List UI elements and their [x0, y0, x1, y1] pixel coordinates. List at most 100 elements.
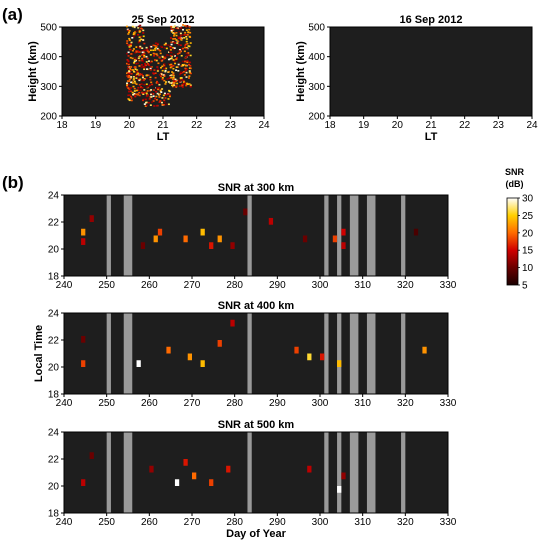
echo-pixel — [141, 86, 144, 89]
echo-pixel — [138, 73, 141, 75]
echo-pixel — [165, 47, 168, 50]
echo-pixel — [175, 66, 178, 68]
echo-pixel — [138, 75, 141, 78]
echo-pixel — [168, 95, 171, 98]
panel-a-chart-1: 18 19 20 21 22 23 24 200 300 400 500 25 Sep 2012 LT H… — [27, 14, 270, 143]
echo-pixel — [172, 59, 175, 61]
echo-pixel — [171, 81, 174, 84]
echo-pixel — [143, 52, 146, 55]
echo-cell — [337, 360, 342, 367]
echo-cell — [230, 319, 235, 327]
echo-pixel — [154, 42, 157, 45]
x-tick-label: 310 — [354, 517, 371, 528]
echo-pixel — [182, 71, 185, 73]
panel-a-label: (a) — [2, 5, 23, 24]
echo-pixel — [126, 28, 129, 31]
echo-pixel — [177, 35, 180, 38]
echo-pixel — [126, 42, 129, 45]
echo-pixel — [186, 34, 189, 36]
echo-pixel — [181, 86, 184, 88]
echo-cell — [413, 228, 419, 236]
echo-pixel — [179, 72, 182, 75]
echo-pixel — [126, 25, 129, 28]
echo-pixel — [172, 32, 175, 34]
echo-pixel — [175, 59, 178, 62]
colorbar-tick-label: 20 — [522, 228, 534, 239]
echo-pixel — [135, 77, 138, 79]
echo-pixel — [189, 36, 192, 38]
echo-pixel — [138, 65, 141, 67]
echo-pixel — [182, 24, 185, 26]
echo-pixel — [146, 57, 149, 60]
echo-pixel — [149, 67, 152, 70]
echo-pixel — [137, 26, 140, 29]
echo-pixel — [141, 92, 144, 94]
echo-pixel — [165, 43, 168, 46]
echo-pixel — [139, 86, 142, 88]
echo-pixel — [179, 32, 182, 35]
echo-cell — [320, 353, 325, 361]
echo-pixel — [188, 71, 191, 74]
echo-pixel — [154, 59, 157, 61]
echo-pixel — [146, 62, 149, 65]
echo-pixel — [172, 64, 175, 67]
echo-pixel — [185, 64, 188, 67]
echo-pixel — [128, 72, 131, 75]
echo-pixel — [137, 41, 140, 44]
echo-pixel — [147, 101, 150, 104]
echo-pixel — [127, 29, 130, 32]
echo-pixel — [167, 93, 170, 95]
echo-pixel — [133, 66, 136, 68]
echo-pixel — [127, 67, 130, 70]
echo-pixel — [154, 72, 157, 75]
echo-pixel — [178, 25, 181, 28]
echo-pixel — [151, 83, 154, 86]
echo-pixel — [163, 67, 166, 70]
echo-pixel — [167, 63, 170, 65]
no-data-bar — [337, 432, 342, 513]
echo-pixel — [137, 78, 140, 81]
plot-area — [64, 195, 448, 276]
echo-pixel — [173, 47, 176, 49]
x-tick-label: 260 — [141, 517, 158, 528]
echo-pixel — [145, 61, 148, 63]
echo-pixel — [183, 60, 186, 63]
echo-pixel — [182, 28, 185, 31]
echo-pixel — [141, 57, 144, 60]
echo-pixel — [170, 66, 173, 68]
echo-pixel — [155, 46, 158, 49]
echo-pixel — [133, 26, 136, 29]
echo-pixel — [143, 68, 146, 71]
echo-pixel — [172, 29, 175, 31]
echo-pixel — [168, 51, 171, 53]
echo-pixel — [176, 27, 179, 29]
y-tick-label: 18 — [48, 390, 60, 401]
echo-pixel — [170, 29, 173, 32]
echo-pixel — [139, 35, 142, 38]
echo-cell — [166, 346, 171, 354]
colorbar-tick-label: 15 — [522, 246, 534, 257]
x-axis-label: LT — [425, 131, 438, 143]
echo-pixel — [169, 75, 172, 77]
echo-pixel — [126, 59, 129, 61]
chart-title: SNR at 500 km — [218, 419, 295, 431]
echo-pixel — [144, 91, 147, 94]
echo-pixel — [163, 99, 166, 102]
echo-pixel — [185, 52, 188, 55]
echo-pixel — [146, 48, 149, 51]
x-tick-label: 22 — [191, 120, 203, 131]
echo-pixel — [161, 88, 164, 90]
echo-pixel — [141, 51, 144, 54]
echo-pixel — [135, 30, 138, 33]
echo-pixel — [169, 49, 172, 51]
echo-pixel — [145, 74, 148, 76]
echo-pixel — [171, 78, 174, 81]
y-tick-label: 20 — [48, 363, 60, 374]
echo-cell — [332, 235, 338, 243]
echo-pixel — [185, 71, 188, 74]
x-tick-label: 330 — [440, 280, 457, 291]
echo-pixel — [145, 64, 148, 67]
echo-pixel — [141, 54, 144, 57]
x-tick-label: 20 — [392, 120, 404, 131]
echo-pixel — [174, 78, 177, 81]
